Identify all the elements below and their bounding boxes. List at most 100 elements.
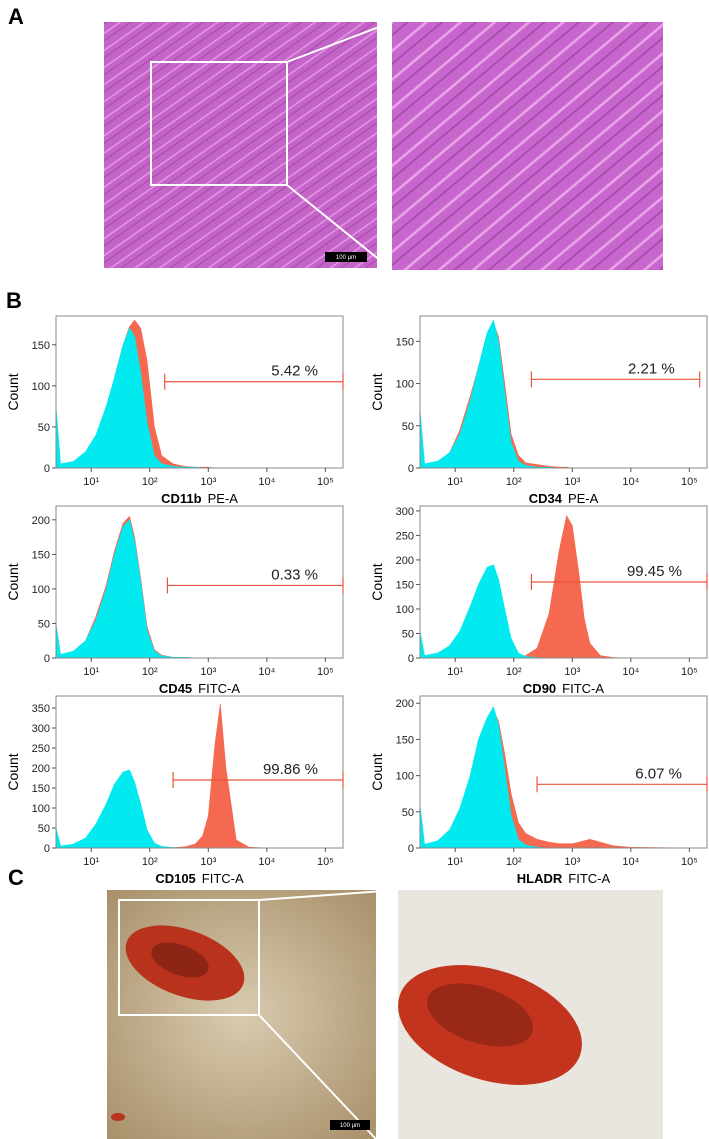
histogram-area bbox=[419, 319, 707, 469]
gate-label: 99.86 % bbox=[263, 761, 318, 778]
y-tick-label: 200 bbox=[396, 698, 414, 710]
y-axis-label: Count bbox=[5, 753, 21, 790]
plot-frame bbox=[419, 695, 708, 849]
marker-name: CD45 bbox=[159, 681, 192, 696]
nodule-core bbox=[151, 942, 209, 978]
y-tick-label: 150 bbox=[32, 340, 50, 352]
x-tick-label: 10¹ bbox=[83, 476, 99, 488]
y-tick-label: 150 bbox=[396, 734, 414, 746]
x-tick-label: 10⁵ bbox=[317, 666, 334, 678]
gate-label: 99.45 % bbox=[627, 563, 682, 580]
x-tick-label: 10⁴ bbox=[622, 856, 639, 868]
micrograph bbox=[104, 22, 377, 268]
x-tick-label: 10² bbox=[142, 666, 158, 678]
y-tick-label: 200 bbox=[396, 555, 414, 567]
y-tick-label: 50 bbox=[38, 422, 50, 434]
marker-name: HLADR bbox=[517, 871, 563, 886]
panel-label: C bbox=[8, 865, 24, 890]
micrograph-zoom bbox=[392, 22, 663, 270]
x-tick-label: 10³ bbox=[564, 476, 580, 488]
histogram-area bbox=[55, 519, 343, 659]
histograms: 0 50 100 150 10¹ 10² 10³ 10⁴ 10⁵ Count CD11b PE-A 5.… bbox=[5, 315, 708, 886]
histogram-area bbox=[55, 769, 343, 849]
y-tick-label: 100 bbox=[396, 379, 414, 391]
gate-label: 0.33 % bbox=[271, 566, 318, 583]
gate-label: 6.07 % bbox=[635, 765, 682, 782]
y-tick-label: 100 bbox=[396, 604, 414, 616]
x-tick-label: 10¹ bbox=[83, 856, 99, 868]
zoom-box bbox=[150, 61, 288, 186]
x-tick-label: 10⁵ bbox=[317, 476, 334, 488]
y-tick-label: 350 bbox=[32, 703, 50, 715]
x-tick-label: 10¹ bbox=[83, 666, 99, 678]
y-tick-label: 100 bbox=[32, 803, 50, 815]
panel-label: A bbox=[8, 4, 24, 29]
x-tick-label: 10³ bbox=[564, 666, 580, 678]
y-tick-label: 200 bbox=[32, 763, 50, 775]
histogram-area bbox=[55, 327, 343, 469]
y-tick-label: 300 bbox=[396, 506, 414, 518]
y-tick-label: 0 bbox=[44, 843, 50, 855]
x-tick-label: 10⁵ bbox=[681, 476, 698, 488]
y-axis-label: Count bbox=[5, 373, 21, 410]
y-tick-label: 100 bbox=[32, 381, 50, 393]
y-axis-label: Count bbox=[5, 563, 21, 600]
x-axis-label: CD34 PE-A bbox=[529, 491, 599, 506]
marker-name: CD34 bbox=[529, 491, 563, 506]
gate-label: 2.21 % bbox=[628, 360, 675, 377]
y-tick-label: 150 bbox=[396, 336, 414, 348]
x-tick-label: 10² bbox=[506, 856, 522, 868]
y-axis-label: Count bbox=[369, 753, 385, 790]
x-axis-label: CD105 FITC-A bbox=[155, 871, 244, 886]
zoom-line bbox=[258, 1014, 377, 1139]
x-tick-label: 10¹ bbox=[447, 476, 463, 488]
channel-name: FITC-A bbox=[202, 871, 244, 886]
x-tick-label: 10³ bbox=[200, 666, 216, 678]
y-tick-label: 50 bbox=[402, 807, 414, 819]
marker-name: CD11b bbox=[161, 491, 202, 506]
channel-name: PE-A bbox=[568, 491, 599, 506]
x-tick-label: 10² bbox=[506, 666, 522, 678]
zoom-line bbox=[286, 21, 393, 63]
x-tick-label: 10⁵ bbox=[681, 856, 698, 868]
zoom-box bbox=[118, 899, 260, 1016]
x-tick-label: 10² bbox=[506, 476, 522, 488]
x-tick-label: 10³ bbox=[200, 856, 216, 868]
x-axis-label: CD11b PE-A bbox=[161, 491, 238, 506]
y-tick-label: 150 bbox=[32, 783, 50, 795]
x-tick-label: 10¹ bbox=[447, 856, 463, 868]
scale-bar-label: 100 µm bbox=[336, 255, 356, 261]
x-tick-label: 10⁴ bbox=[258, 476, 275, 488]
y-tick-label: 0 bbox=[44, 463, 50, 475]
y-axis-label: Count bbox=[369, 373, 385, 410]
marker-name: CD90 bbox=[523, 681, 556, 696]
y-tick-label: 200 bbox=[32, 515, 50, 527]
x-tick-label: 10² bbox=[142, 476, 158, 488]
zoom-line bbox=[286, 184, 393, 271]
x-tick-label: 10⁴ bbox=[622, 476, 639, 488]
channel-name: FITC-A bbox=[568, 871, 610, 886]
y-tick-label: 100 bbox=[32, 584, 50, 596]
scale-bar bbox=[325, 252, 367, 262]
x-axis-label: CD45 FITC-A bbox=[159, 681, 240, 696]
x-tick-label: 10⁵ bbox=[681, 666, 698, 678]
x-axis-label: CD90 FITC-A bbox=[523, 681, 604, 696]
y-tick-label: 250 bbox=[32, 743, 50, 755]
channel-name: FITC-A bbox=[198, 681, 240, 696]
y-tick-label: 0 bbox=[408, 843, 414, 855]
nodule bbox=[111, 1113, 125, 1121]
x-tick-label: 10⁴ bbox=[622, 666, 639, 678]
plot-frame bbox=[55, 315, 344, 469]
channel-name: PE-A bbox=[208, 491, 239, 506]
y-axis-label: Count bbox=[369, 563, 385, 600]
y-tick-label: 250 bbox=[396, 530, 414, 542]
x-axis-label: HLADR FITC-A bbox=[517, 871, 611, 886]
y-tick-label: 150 bbox=[396, 579, 414, 591]
marker-name: CD105 bbox=[155, 871, 195, 886]
x-tick-label: 10⁴ bbox=[258, 856, 275, 868]
y-tick-label: 50 bbox=[402, 421, 414, 433]
x-tick-label: 10⁵ bbox=[317, 856, 334, 868]
nodule-core bbox=[426, 983, 534, 1047]
